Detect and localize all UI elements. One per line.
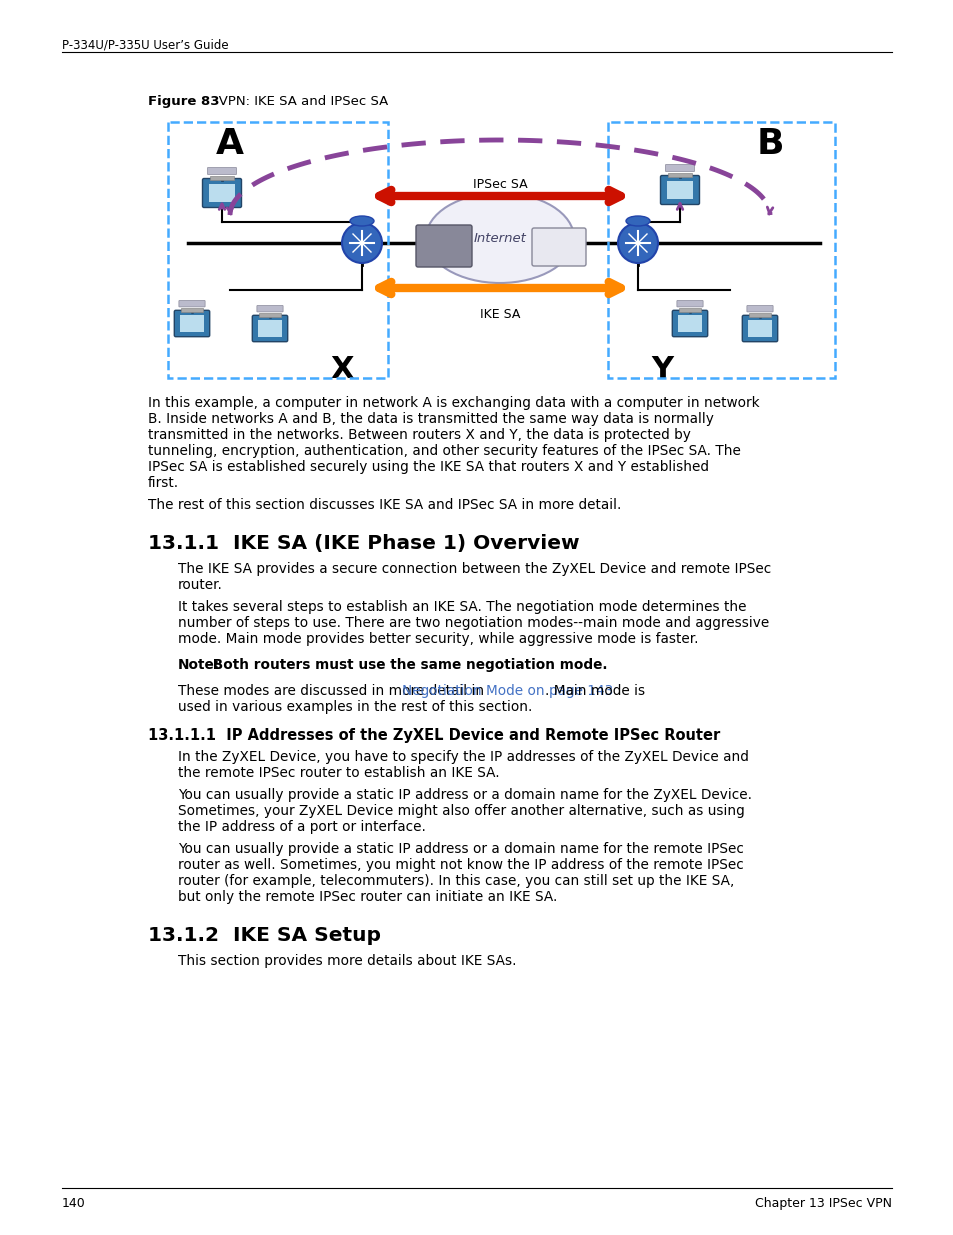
Text: Chapter 13 IPSec VPN: Chapter 13 IPSec VPN [754, 1197, 891, 1210]
Text: This section provides more details about IKE SAs.: This section provides more details about… [178, 953, 516, 968]
Text: IPSec SA is established securely using the IKE SA that routers X and Y establish: IPSec SA is established securely using t… [148, 459, 708, 474]
Text: Negotiation Mode on page 143: Negotiation Mode on page 143 [402, 684, 613, 698]
Text: P-334U/P-335U User’s Guide: P-334U/P-335U User’s Guide [62, 38, 229, 51]
Bar [747, 320, 771, 337]
Bar [678, 315, 701, 332]
Text: B: B [756, 127, 783, 161]
Text: In this example, a computer in network A is exchanging data with a computer in n: In this example, a computer in network A… [148, 396, 759, 410]
Text: first.: first. [148, 475, 179, 490]
Text: VPN: IKE SA and IPSec SA: VPN: IKE SA and IPSec SA [206, 95, 388, 107]
Text: 13.1.1  IKE SA (IKE Phase 1) Overview: 13.1.1 IKE SA (IKE Phase 1) Overview [148, 534, 579, 553]
FancyBboxPatch shape [208, 168, 236, 174]
Text: It takes several steps to establish an IKE SA. The negotiation mode determines t: It takes several steps to establish an I… [178, 600, 745, 614]
FancyBboxPatch shape [202, 179, 241, 207]
Text: The IKE SA provides a secure connection between the ZyXEL Device and remote IPSe: The IKE SA provides a secure connection … [178, 562, 770, 576]
Text: . Main mode is: . Main mode is [544, 684, 644, 698]
FancyBboxPatch shape [256, 305, 283, 312]
Ellipse shape [625, 216, 649, 226]
Text: In the ZyXEL Device, you have to specify the IP addresses of the ZyXEL Device an: In the ZyXEL Device, you have to specify… [178, 750, 748, 764]
Bar [748, 314, 770, 317]
Text: 13.1.1.1  IP Addresses of the ZyXEL Device and Remote IPSec Router: 13.1.1.1 IP Addresses of the ZyXEL Devic… [148, 727, 720, 743]
Text: 140: 140 [62, 1197, 86, 1210]
FancyBboxPatch shape [672, 310, 707, 337]
FancyBboxPatch shape [179, 300, 205, 308]
FancyBboxPatch shape [532, 228, 585, 266]
Bar [258, 320, 281, 337]
Text: Y: Y [650, 354, 672, 384]
Bar [180, 315, 204, 332]
Text: router (for example, telecommuters). In this case, you can still set up the IKE : router (for example, telecommuters). In … [178, 874, 734, 888]
Text: You can usually provide a static IP address or a domain name for the remote IPSe: You can usually provide a static IP addr… [178, 842, 743, 856]
FancyBboxPatch shape [252, 315, 288, 342]
Text: These modes are discussed in more detail in: These modes are discussed in more detail… [178, 684, 488, 698]
Circle shape [341, 224, 381, 263]
Text: Figure 83: Figure 83 [148, 95, 219, 107]
Text: tunneling, encryption, authentication, and other security features of the IPSec : tunneling, encryption, authentication, a… [148, 445, 740, 458]
Bar [209, 184, 234, 203]
FancyBboxPatch shape [677, 300, 702, 308]
Text: router as well. Sometimes, you might not know the IP address of the remote IPSec: router as well. Sometimes, you might not… [178, 858, 743, 872]
Text: 13.1.2  IKE SA Setup: 13.1.2 IKE SA Setup [148, 926, 380, 945]
FancyBboxPatch shape [416, 225, 472, 267]
Text: You can usually provide a static IP address or a domain name for the ZyXEL Devic: You can usually provide a static IP addr… [178, 788, 751, 802]
Text: Internet: Internet [473, 231, 526, 245]
Bar [666, 182, 692, 199]
Text: used in various examples in the rest of this section.: used in various examples in the rest of … [178, 700, 532, 714]
Text: router.: router. [178, 578, 223, 592]
Bar [210, 177, 233, 180]
Text: mode. Main mode provides better security, while aggressive mode is faster.: mode. Main mode provides better security… [178, 632, 698, 646]
FancyBboxPatch shape [174, 310, 210, 337]
Text: Both routers must use the same negotiation mode.: Both routers must use the same negotiati… [208, 658, 607, 672]
Text: The rest of this section discusses IKE SA and IPSec SA in more detail.: The rest of this section discusses IKE S… [148, 498, 620, 513]
Text: Sometimes, your ZyXEL Device might also offer another alternative, such as using: Sometimes, your ZyXEL Device might also … [178, 804, 744, 818]
Bar [679, 309, 700, 311]
Text: X: X [330, 354, 354, 384]
Text: IKE SA: IKE SA [479, 308, 519, 321]
Bar [181, 309, 203, 311]
Text: Note:: Note: [178, 658, 220, 672]
FancyBboxPatch shape [665, 164, 694, 172]
Text: IPSec SA: IPSec SA [472, 178, 527, 191]
Ellipse shape [426, 193, 574, 283]
Text: number of steps to use. There are two negotiation modes--main mode and aggressiv: number of steps to use. There are two ne… [178, 616, 768, 630]
Text: the remote IPSec router to establish an IKE SA.: the remote IPSec router to establish an … [178, 766, 499, 781]
Circle shape [618, 224, 658, 263]
Text: but only the remote IPSec router can initiate an IKE SA.: but only the remote IPSec router can ini… [178, 890, 557, 904]
Text: the IP address of a port or interface.: the IP address of a port or interface. [178, 820, 425, 834]
Ellipse shape [350, 216, 374, 226]
FancyBboxPatch shape [741, 315, 777, 342]
FancyBboxPatch shape [659, 175, 699, 205]
FancyBboxPatch shape [746, 305, 772, 312]
Bar [259, 314, 280, 317]
Bar [667, 173, 691, 177]
Text: B. Inside networks A and B, the data is transmitted the same way data is normall: B. Inside networks A and B, the data is … [148, 412, 713, 426]
Text: transmitted in the networks. Between routers X and Y, the data is protected by: transmitted in the networks. Between rou… [148, 429, 690, 442]
Text: A: A [215, 127, 244, 161]
